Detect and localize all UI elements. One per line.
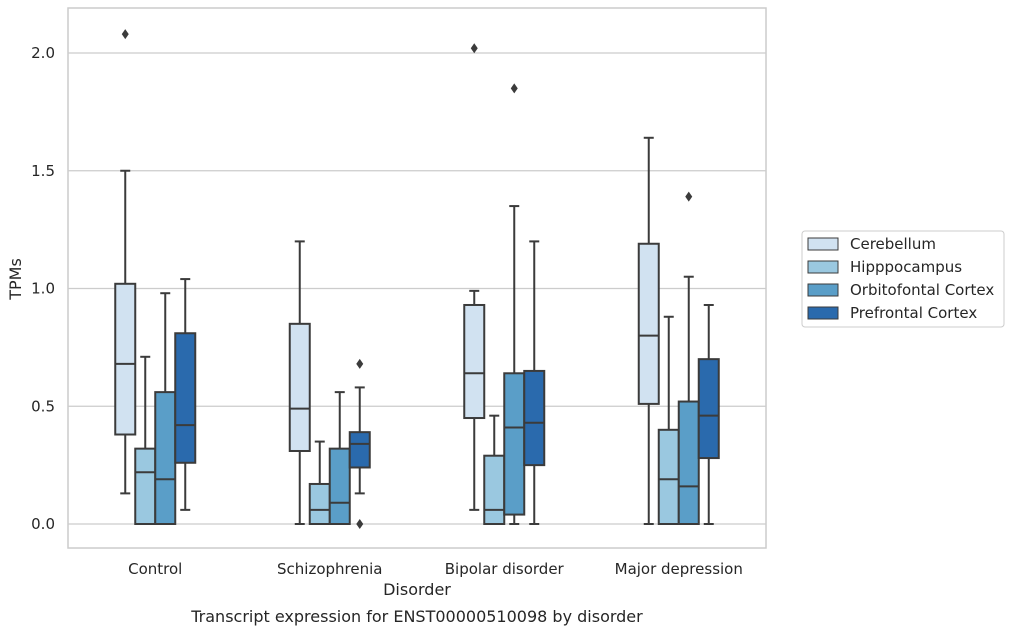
box-body xyxy=(154,391,177,525)
legend-label: Orbitofontal Cortex xyxy=(850,281,994,299)
x-tick-label: Schizophrenia xyxy=(277,560,382,578)
box-cerebellum xyxy=(637,136,660,525)
box-prefrontal-cortex xyxy=(523,240,546,525)
legend-label: Cerebellum xyxy=(850,235,936,253)
x-tick-labels: Control Schizophrenia Bipolar disorder Majo… xyxy=(128,560,743,578)
plot-frame xyxy=(67,7,767,549)
outlier-point xyxy=(510,83,518,94)
y-tick-labels: 0.0 0.5 1.0 1.5 2.0 xyxy=(31,44,55,533)
box-body xyxy=(503,372,526,516)
legend-swatch xyxy=(807,260,839,274)
y-tick-label: 1.0 xyxy=(31,280,55,298)
box-body xyxy=(348,431,371,469)
legend-swatch xyxy=(807,237,839,251)
legend-label: Hipppocampus xyxy=(850,258,962,276)
outlier-point xyxy=(356,519,364,529)
y-axis-title: TPMs xyxy=(6,258,25,301)
x-tick-label: Bipolar disorder xyxy=(445,560,565,578)
box-orbitofontal-cortex xyxy=(503,83,526,525)
box-hipppocampus xyxy=(483,414,506,525)
outlier-point xyxy=(685,191,693,202)
box-body xyxy=(308,482,331,525)
box-body xyxy=(134,447,157,526)
box-body xyxy=(677,400,700,526)
box-prefrontal-cortex xyxy=(174,278,197,511)
legend-swatch xyxy=(807,306,839,320)
outlier-point xyxy=(356,358,364,369)
box-body xyxy=(288,322,311,452)
box-prefrontal-cortex xyxy=(348,358,371,529)
box-orbitofontal-cortex xyxy=(154,292,177,525)
box-layer xyxy=(114,29,720,529)
box-orbitofontal-cortex xyxy=(677,191,700,526)
box-prefrontal-cortex xyxy=(697,303,720,525)
legend-swatch xyxy=(807,283,839,297)
box-cerebellum xyxy=(114,29,137,495)
box-orbitofontal-cortex xyxy=(328,391,351,526)
legend-frame xyxy=(801,230,1005,328)
y-tick-label: 1.5 xyxy=(31,162,55,180)
box-body xyxy=(328,447,351,526)
legend: Cerebellum Hipppocampus Orbitofontal Corte… xyxy=(801,230,1005,328)
box-cerebellum xyxy=(463,43,486,511)
box-body xyxy=(657,428,680,525)
box-body xyxy=(174,332,197,464)
x-axis-title: Disorder xyxy=(383,580,451,599)
box-hipppocampus xyxy=(134,355,157,526)
outlier-point xyxy=(470,43,478,54)
box-body xyxy=(463,303,486,420)
box-body xyxy=(637,242,660,405)
y-tick-label: 2.0 xyxy=(31,44,55,62)
outlier-point xyxy=(121,29,129,40)
box-body xyxy=(697,358,720,460)
box-hipppocampus xyxy=(657,315,680,525)
x-tick-label: Control xyxy=(128,560,182,578)
box-cerebellum xyxy=(288,240,311,525)
y-tick-label: 0.5 xyxy=(31,397,55,415)
y-tick-label: 0.0 xyxy=(31,515,55,533)
box-body xyxy=(114,282,137,436)
box-body xyxy=(523,369,546,467)
x-tick-label: Major depression xyxy=(615,560,743,578)
box-body xyxy=(483,454,506,525)
legend-label: Prefrontal Cortex xyxy=(850,304,977,322)
chart-caption: Transcript expression for ENST0000051009… xyxy=(190,607,643,626)
box-hipppocampus xyxy=(308,440,331,525)
